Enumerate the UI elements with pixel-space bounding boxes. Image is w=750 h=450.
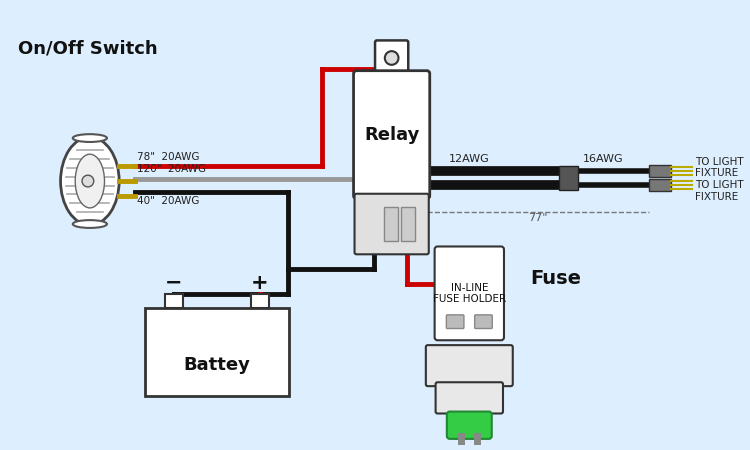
Ellipse shape xyxy=(73,134,107,142)
Text: 120"  20AWG: 120" 20AWG xyxy=(136,164,206,174)
Text: 77": 77" xyxy=(529,213,548,223)
Ellipse shape xyxy=(61,137,119,225)
FancyBboxPatch shape xyxy=(355,194,429,254)
FancyBboxPatch shape xyxy=(446,315,464,328)
FancyBboxPatch shape xyxy=(436,382,503,414)
FancyBboxPatch shape xyxy=(353,71,430,198)
Bar xyxy=(251,294,268,308)
Text: On/Off Switch: On/Off Switch xyxy=(17,40,158,58)
Text: IN-LINE
FUSE HOLDER: IN-LINE FUSE HOLDER xyxy=(433,283,506,304)
Bar xyxy=(650,166,671,177)
FancyBboxPatch shape xyxy=(447,412,492,439)
FancyBboxPatch shape xyxy=(475,315,492,328)
Text: 12AWG: 12AWG xyxy=(448,153,489,163)
Bar xyxy=(650,179,671,191)
FancyBboxPatch shape xyxy=(434,247,504,340)
Text: Fuse: Fuse xyxy=(530,269,581,288)
Bar xyxy=(145,308,289,396)
Text: 40"  20AWG: 40" 20AWG xyxy=(136,195,199,206)
Text: TO LIGHT
FIXTURE: TO LIGHT FIXTURE xyxy=(695,157,744,178)
Bar xyxy=(165,294,183,308)
Text: Battey: Battey xyxy=(184,356,250,374)
Ellipse shape xyxy=(73,220,107,228)
FancyBboxPatch shape xyxy=(426,345,513,386)
Circle shape xyxy=(82,175,94,187)
Ellipse shape xyxy=(75,154,104,208)
Text: 16AWG: 16AWG xyxy=(584,153,624,163)
Text: Relay: Relay xyxy=(364,126,419,144)
FancyBboxPatch shape xyxy=(375,40,408,76)
Text: −: − xyxy=(165,273,182,292)
Bar xyxy=(384,207,398,241)
Text: TO LIGHT
FIXTURE: TO LIGHT FIXTURE xyxy=(695,180,744,202)
Bar xyxy=(559,166,578,190)
Circle shape xyxy=(385,51,398,65)
Text: 78"  20AWG: 78" 20AWG xyxy=(136,152,200,162)
Text: +: + xyxy=(251,273,268,292)
Bar xyxy=(401,207,415,241)
